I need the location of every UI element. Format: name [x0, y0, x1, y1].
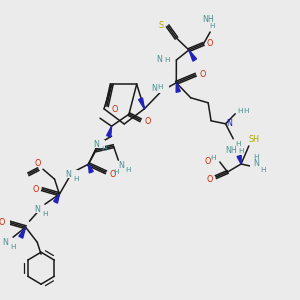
- Bar: [2, 238, 15, 246]
- Text: H: H: [243, 108, 249, 114]
- Text: N: N: [254, 160, 260, 169]
- Text: N: N: [151, 84, 157, 93]
- Text: H: H: [42, 211, 48, 217]
- Polygon shape: [19, 227, 26, 238]
- Text: N: N: [65, 170, 71, 179]
- Text: O: O: [0, 218, 4, 227]
- Text: O: O: [111, 105, 118, 114]
- Bar: [116, 162, 130, 170]
- Polygon shape: [189, 50, 196, 61]
- Bar: [155, 84, 169, 93]
- Text: NH: NH: [202, 16, 214, 25]
- Text: N: N: [226, 119, 232, 128]
- Bar: [250, 160, 263, 168]
- Text: H: H: [253, 154, 258, 160]
- Polygon shape: [176, 83, 180, 92]
- Text: N: N: [118, 161, 124, 170]
- Text: O: O: [32, 185, 38, 194]
- Polygon shape: [139, 98, 144, 109]
- Text: S: S: [158, 22, 164, 31]
- Text: N: N: [156, 56, 162, 64]
- Text: SH: SH: [248, 134, 259, 143]
- Text: H: H: [73, 176, 79, 182]
- Polygon shape: [237, 155, 241, 164]
- Polygon shape: [54, 194, 59, 203]
- Polygon shape: [88, 164, 93, 173]
- Text: O: O: [144, 117, 151, 126]
- Text: N: N: [2, 238, 8, 247]
- Text: O: O: [204, 158, 211, 166]
- Text: H: H: [236, 141, 241, 147]
- Text: N: N: [34, 205, 40, 214]
- Text: H: H: [237, 108, 243, 114]
- Text: H: H: [10, 244, 16, 250]
- Text: N: N: [93, 140, 99, 149]
- Text: H: H: [238, 148, 244, 154]
- Text: O: O: [199, 70, 206, 79]
- Bar: [91, 140, 105, 148]
- Text: H: H: [260, 167, 266, 173]
- Text: H: H: [157, 84, 163, 90]
- Text: H: H: [209, 23, 215, 29]
- Text: H: H: [101, 146, 106, 152]
- Bar: [163, 56, 174, 64]
- Text: O: O: [35, 159, 41, 168]
- Polygon shape: [106, 126, 112, 137]
- Text: O: O: [206, 175, 212, 184]
- Text: H: H: [164, 57, 169, 63]
- Text: H: H: [210, 155, 216, 161]
- Bar: [33, 205, 47, 213]
- Text: O: O: [207, 40, 213, 49]
- Bar: [64, 170, 78, 178]
- Text: O: O: [110, 170, 116, 179]
- Text: H: H: [114, 169, 119, 175]
- Text: H: H: [125, 167, 131, 173]
- Text: NH: NH: [226, 146, 237, 155]
